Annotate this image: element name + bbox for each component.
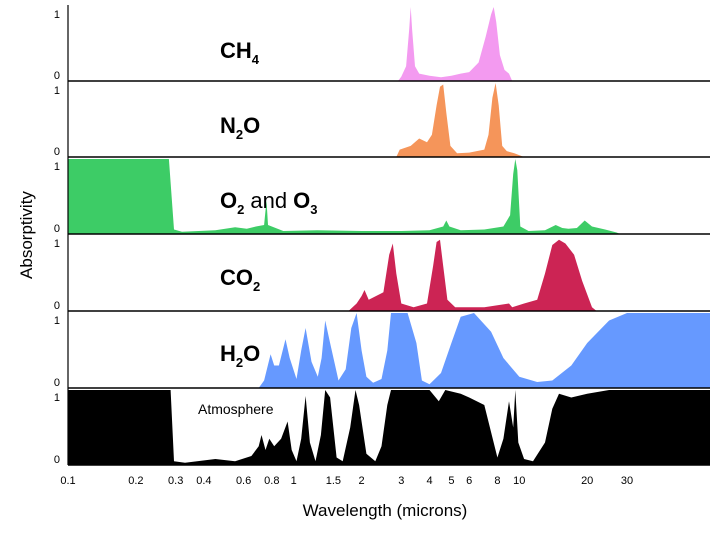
title-and: and <box>250 188 287 213</box>
panel-h2o: 1 0 H2O <box>54 311 710 389</box>
y-tick-label: 1 <box>54 85 60 97</box>
title-main: CO <box>220 265 253 290</box>
title-rest: O <box>243 113 260 138</box>
x-tick-label: 3 <box>398 475 404 487</box>
title-subscript: 2 <box>237 202 244 217</box>
absorption-area <box>68 390 710 465</box>
title-subscript: 2 <box>236 355 243 370</box>
title-subscript: 4 <box>252 52 260 67</box>
panel-title: N2O <box>220 113 260 142</box>
y-tick-label: 0 <box>54 377 60 389</box>
y-tick-label: 1 <box>54 238 60 250</box>
x-tick-label: 1 <box>291 475 297 487</box>
x-tick-label: 10 <box>513 475 525 487</box>
title-main: O <box>220 188 237 213</box>
y-tick-label: 0 <box>54 300 60 312</box>
title-main: H <box>220 341 236 366</box>
y-tick-label: 1 <box>54 392 60 404</box>
x-tick-label: 6 <box>466 475 472 487</box>
y-tick-label: 0 <box>54 223 60 235</box>
panel-ch4: 1 0 CH4 <box>54 5 710 82</box>
y-tick-label: 1 <box>54 315 60 327</box>
panel-title: Atmosphere <box>198 401 274 417</box>
y-tick-label: 0 <box>54 70 60 82</box>
y-tick-label: 0 <box>54 146 60 158</box>
x-tick-label: 0.8 <box>264 475 279 487</box>
x-tick-label: 4 <box>426 475 432 487</box>
y-tick-label: 1 <box>54 161 60 173</box>
x-axis-title: Wavelength (microns) <box>303 501 468 520</box>
x-tick-label: 0.6 <box>236 475 251 487</box>
x-tick-label: 0.3 <box>168 475 183 487</box>
absorption-area <box>396 83 525 157</box>
absorption-area <box>398 7 513 81</box>
panel-co2: 1 0 CO2 <box>54 234 710 312</box>
panel-title: O2 and O3 <box>220 188 317 217</box>
absorption-area <box>348 239 597 311</box>
title-main: N <box>220 113 236 138</box>
panel-n2o: 1 0 N2O <box>54 81 710 158</box>
x-tick-label: 0.4 <box>196 475 211 487</box>
y-tick-label: 0 <box>54 454 60 466</box>
title-main: CH <box>220 38 252 63</box>
x-tick-label: 20 <box>581 475 593 487</box>
absorption-area <box>258 313 710 388</box>
x-tick-label: 30 <box>621 475 633 487</box>
title-subscript: 2 <box>236 127 243 142</box>
panel-title: CO2 <box>220 265 260 294</box>
x-tick-label: 8 <box>494 475 500 487</box>
x-tick-label: 1.5 <box>326 475 341 487</box>
x-axis-ticks: 0.1 0.2 0.3 0.4 0.6 0.8 1 1.5 2 3 4 5 6 8 10 20 30 <box>60 475 633 487</box>
x-tick-label: 0.2 <box>128 475 143 487</box>
x-tick-label: 2 <box>359 475 365 487</box>
y-tick-label: 1 <box>54 9 60 21</box>
y-axis-title: Absorptivity <box>17 191 36 279</box>
title-subscript2: 3 <box>310 202 317 217</box>
title-rest: O <box>243 341 260 366</box>
title-main2: O <box>293 188 310 213</box>
x-tick-label: 5 <box>448 475 454 487</box>
absorption-area <box>68 159 621 234</box>
panel-title: H2O <box>220 341 260 370</box>
panel-atmosphere: 1 0 Atmosphere <box>54 388 710 466</box>
x-tick-label: 0.1 <box>60 475 75 487</box>
title-subscript: 2 <box>253 279 260 294</box>
panel-title: CH4 <box>220 38 260 67</box>
